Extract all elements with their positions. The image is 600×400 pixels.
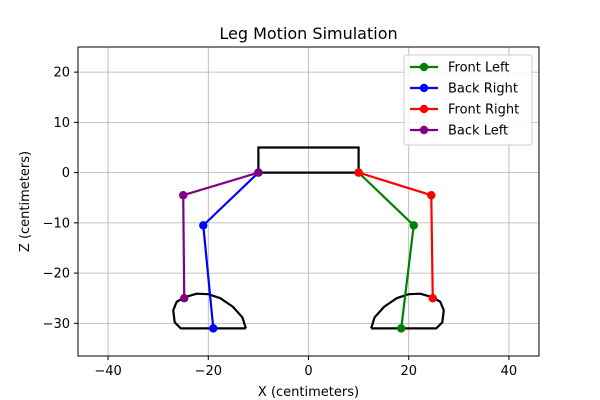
foot-trajectory-path — [172, 292, 247, 330]
legend: Front Left Back Right Front Right Back Left — [403, 54, 533, 146]
joint-point — [397, 324, 406, 333]
foot-trajectory-path — [370, 292, 445, 330]
legend-marker — [419, 125, 429, 135]
legend-marker — [419, 62, 429, 72]
y-tick-label: −10 — [43, 216, 70, 231]
x-tick-label: −40 — [94, 364, 121, 379]
joint-point — [409, 221, 418, 230]
joint-point — [354, 168, 363, 177]
joint-point — [199, 221, 208, 230]
x-axis-title: X (centimeters) — [258, 385, 359, 400]
y-tick-label: 10 — [53, 116, 70, 131]
legend-entry: Back Left — [410, 124, 508, 139]
leg-series-back-left — [179, 168, 263, 303]
x-tick-label: −20 — [195, 364, 222, 379]
leg-series-front-right — [354, 168, 437, 303]
robot-body-outline — [257, 146, 360, 174]
legend-entry: Front Left — [410, 61, 509, 76]
joint-point — [428, 294, 437, 303]
legend-entry: Back Right — [410, 82, 518, 97]
y-tick-label: 0 — [62, 166, 70, 181]
joint-point — [179, 191, 188, 200]
legend-box — [403, 54, 533, 146]
legend-marker — [419, 83, 429, 93]
series-layer — [179, 168, 437, 333]
y-tick-label: −20 — [43, 267, 70, 282]
y-axis-title: Z (centimeters) — [18, 151, 33, 252]
legend-label: Front Right — [448, 103, 519, 118]
legend-label: Back Left — [448, 124, 508, 139]
legend-label: Back Right — [448, 82, 518, 97]
joint-point — [209, 324, 218, 333]
joint-point — [254, 168, 263, 177]
chart-title: Leg Motion Simulation — [219, 24, 397, 43]
foot-paths-layer — [172, 146, 445, 330]
x-tick-label: 20 — [400, 364, 417, 379]
x-tick-label: 0 — [304, 364, 312, 379]
legend-entries: Front Left Back Right Front Right Back Left — [410, 61, 519, 139]
joint-point — [180, 294, 189, 303]
leg-line — [358, 171, 434, 299]
legend-label: Front Left — [448, 61, 509, 76]
joint-point — [427, 191, 436, 200]
y-tick-label: 20 — [53, 66, 70, 81]
axis-ticks: −40 −20 0 20 40 −30 −20 −10 0 10 20 — [43, 66, 518, 379]
y-tick-label: −30 — [43, 317, 70, 332]
legend-entry: Front Right — [410, 103, 519, 118]
leg-line — [182, 171, 259, 299]
legend-marker — [419, 104, 429, 114]
x-tick-label: 40 — [501, 364, 518, 379]
